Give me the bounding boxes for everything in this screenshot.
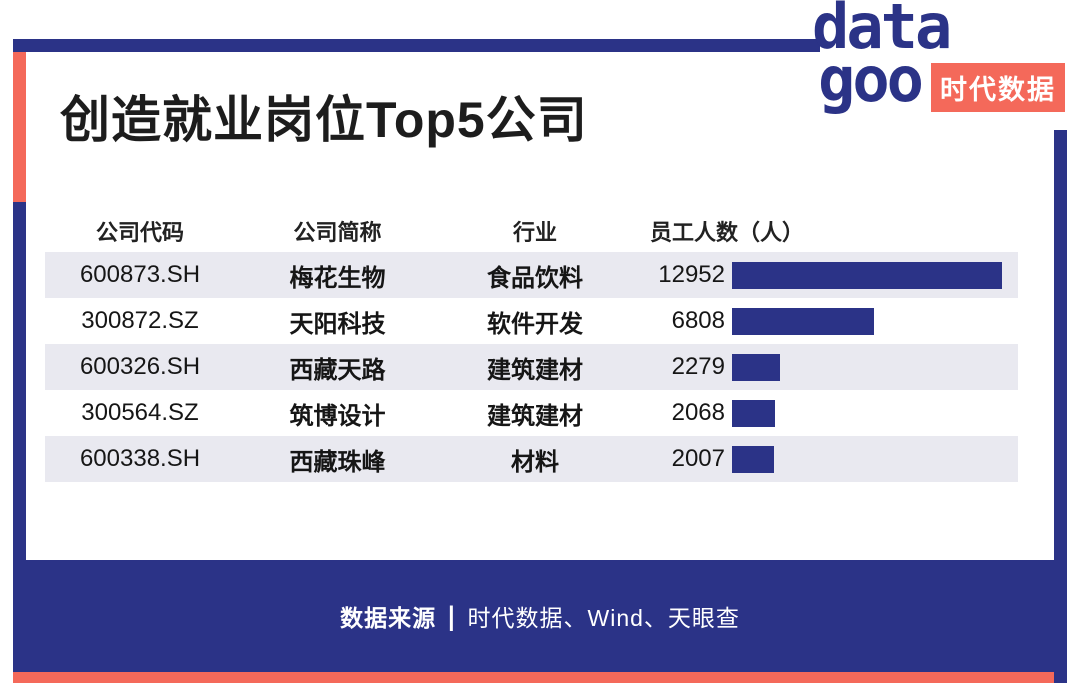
company-name: 西藏珠峰 — [289, 448, 386, 476]
industry: 建筑建材 — [487, 356, 583, 384]
source-separator-icon: | — [448, 600, 456, 631]
employee-count: 2279 — [671, 353, 725, 380]
page-title: 创造就业岗位Top5公司 — [60, 92, 588, 148]
industry: 食品饮料 — [487, 264, 583, 292]
top-border-bar — [13, 39, 820, 52]
datagoo-logo: data goo 时代数据 — [810, 0, 1065, 150]
employee-bar — [732, 353, 780, 381]
company-code: 300872.SZ — [81, 307, 199, 334]
table-row: 300564.SZ 筑博设计 建筑建材 2068 — [45, 390, 1018, 436]
table-row: 300872.SZ 天阳科技 软件开发 6808 — [45, 298, 1018, 344]
logo-badge: 时代数据 — [930, 62, 1065, 112]
right-border-bar — [1054, 130, 1067, 683]
employee-bar — [732, 307, 874, 335]
bottom-border-accent — [13, 672, 1054, 683]
employee-bar-cell — [725, 261, 1018, 289]
logo-text-data: data — [812, 0, 952, 63]
employee-bar-cell — [725, 353, 1018, 381]
employee-bar — [732, 445, 774, 473]
company-name: 西藏天路 — [289, 356, 386, 384]
employee-bar-cell — [725, 445, 1018, 473]
logo-text-goo: goo — [818, 42, 924, 116]
employee-count: 12952 — [658, 261, 725, 288]
company-code: 600873.SH — [79, 261, 201, 288]
footer-band: 数据来源 | 时代数据、Wind、天眼查 — [13, 560, 1067, 672]
industry: 建筑建材 — [487, 402, 583, 430]
left-border-accent — [13, 52, 26, 202]
table-row: 600326.SH 西藏天路 建筑建材 2279 — [45, 344, 1018, 390]
header-company-name: 公司简称 — [293, 220, 382, 245]
table-row: 600338.SH 西藏珠峰 材料 2007 — [45, 436, 1018, 482]
employee-bar-cell — [725, 399, 1018, 427]
company-name: 筑博设计 — [289, 402, 386, 430]
header-employees: 员工人数（人） — [650, 220, 805, 245]
industry: 材料 — [511, 448, 559, 476]
table-body: 600873.SH 梅花生物 食品饮料 12952 300872.SZ 天阳科技 软件开发 6… — [45, 252, 1018, 482]
table-row: 600873.SH 梅花生物 食品饮料 12952 — [45, 252, 1018, 298]
company-code: 600338.SH — [79, 445, 201, 472]
left-border-bar — [13, 202, 26, 672]
company-name: 梅花生物 — [289, 264, 386, 292]
company-code: 600326.SH — [79, 353, 201, 380]
table-header-row: 公司代码 公司简称 行业 员工人数（人） — [45, 210, 1018, 252]
industry: 软件开发 — [487, 310, 583, 338]
header-company-code: 公司代码 — [95, 220, 184, 245]
employee-count: 6808 — [671, 307, 725, 334]
company-name: 天阳科技 — [289, 310, 386, 338]
employee-count: 2068 — [671, 399, 725, 426]
employee-bar — [732, 399, 775, 427]
source-list: 时代数据、Wind、天眼查 — [467, 605, 740, 631]
header-industry: 行业 — [512, 220, 557, 245]
employee-bar — [732, 261, 1002, 289]
source-label: 数据来源 — [340, 605, 437, 631]
employee-count: 2007 — [671, 445, 725, 472]
employee-bar-cell — [725, 307, 1018, 335]
company-code: 300564.SZ — [81, 399, 199, 426]
companies-table: 公司代码 公司简称 行业 员工人数（人） 600873.SH 梅花生物 食品饮料 12… — [45, 210, 1018, 482]
